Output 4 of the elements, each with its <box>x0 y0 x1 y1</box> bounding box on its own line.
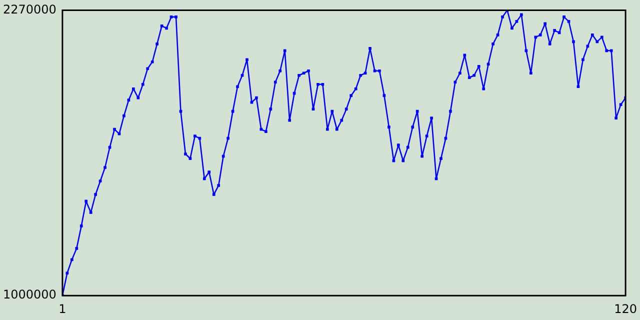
x-tick-label: 1 <box>58 302 66 316</box>
y-tick-label: 2270000 <box>2 2 56 16</box>
y-tick-label: 1000000 <box>2 288 56 302</box>
x-tick-label: 120 <box>614 302 637 316</box>
